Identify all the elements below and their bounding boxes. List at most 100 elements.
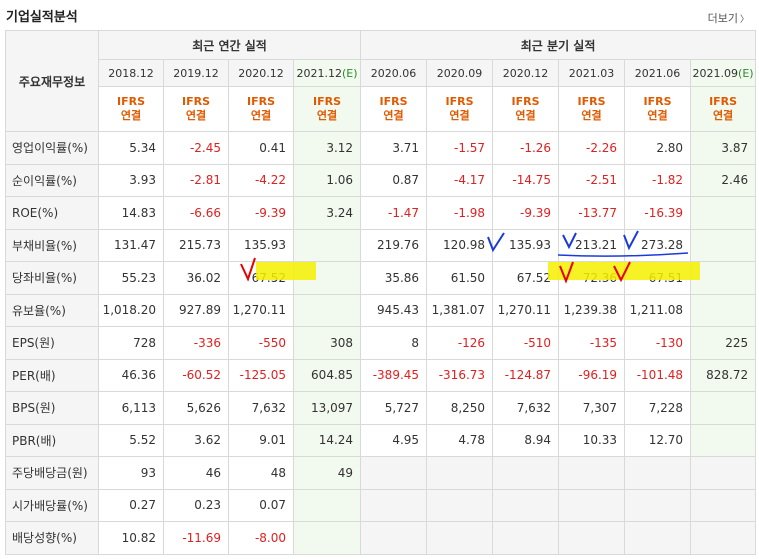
value-cell [292, 488, 362, 522]
value-cell: 3.93 [98, 163, 164, 197]
value-cell: -135 [558, 326, 626, 360]
period-header: 2021.09(E) [690, 59, 757, 87]
value-cell: 5.52 [98, 423, 164, 457]
value-cell [492, 456, 560, 490]
ifrs-badge: IFRS 연결 [558, 86, 626, 132]
value-cell [426, 488, 494, 522]
value-cell: 8,250 [426, 391, 494, 425]
value-cell: 14.83 [98, 196, 164, 230]
metric-label: 배당성향(%) [5, 521, 99, 555]
ifrs-label: IFRS [577, 95, 606, 108]
value-cell [624, 488, 692, 522]
consolidated-label: 연결 [581, 109, 602, 122]
value-cell: 61.50 [426, 261, 494, 295]
consolidated-label: 연결 [250, 109, 272, 122]
value-cell [690, 293, 757, 327]
value-cell [292, 293, 362, 327]
metric-label: 주당배당금(원) [5, 456, 99, 490]
value-cell: 8 [360, 326, 428, 360]
value-cell: -4.22 [228, 163, 294, 197]
value-cell: 927.89 [163, 293, 229, 327]
table-row: 배당성향(%) 10.82 -11.69 -8.00 [5, 521, 757, 555]
value-cell: -4.17 [426, 163, 494, 197]
period-label: 2021.09 [692, 66, 739, 80]
period-label: 2020.12 [502, 66, 549, 80]
period-header: 2021.12(E) [292, 59, 362, 87]
value-cell: -14.75 [492, 163, 560, 197]
quarterly-group-header: 최근 분기 실적 [360, 30, 757, 60]
value-cell: 13,097 [292, 391, 362, 425]
table-row: EPS(원) 728 -336 -550 308 8 -126 -510 -135 -130 225 [5, 326, 757, 360]
ifrs-label: IFRS [379, 95, 408, 108]
value-cell: -1.57 [426, 131, 494, 165]
value-cell: -1.98 [426, 196, 494, 230]
value-cell: -389.45 [360, 358, 428, 392]
value-cell: 1,018.20 [98, 293, 164, 327]
table-row: 순이익률(%) 3.93 -2.81 -4.22 1.06 0.87 -4.17 -14.75… [5, 163, 757, 197]
annual-group-header: 최근 연간 실적 [97, 30, 362, 60]
value-cell [690, 456, 757, 490]
value-cell [360, 488, 428, 522]
value-cell [292, 228, 362, 262]
value-cell: 1,211.08 [624, 293, 692, 327]
value-cell: 828.72 [690, 358, 757, 392]
ifrs-label: IFRS [247, 95, 275, 108]
value-cell: -125.05 [228, 358, 294, 392]
metric-label: 유보율(%) [5, 293, 99, 327]
period-header: 2020.06 [360, 59, 428, 87]
value-cell: 0.87 [360, 163, 428, 197]
value-cell: 12.70 [624, 423, 692, 457]
table-row: ROE(%) 14.83 -6.66 -9.39 3.24 -1.47 -1.98 -9.39… [5, 196, 757, 230]
consolidated-label: 연결 [712, 109, 734, 122]
value-cell: 945.43 [360, 293, 428, 327]
ifrs-label: IFRS [643, 95, 672, 108]
value-cell: 7,632 [492, 391, 560, 425]
consolidated-label: 연결 [185, 109, 207, 122]
ifrs-label: IFRS [182, 95, 210, 108]
value-cell: 3.87 [690, 131, 757, 165]
value-cell [292, 261, 362, 295]
section-title: 기업실적분석 [6, 10, 78, 25]
ifrs-badge: IFRS 연결 [98, 86, 164, 132]
value-cell: 67.52 [492, 261, 560, 295]
value-cell: 36.02 [163, 261, 229, 295]
value-cell: 131.47 [98, 228, 164, 262]
value-cell: 49 [292, 456, 362, 490]
value-cell [558, 456, 626, 490]
period-label: 2019.12 [173, 66, 219, 80]
more-link[interactable]: 더보기 〉 [708, 10, 749, 26]
value-cell [690, 228, 757, 262]
metric-label: 시가배당률(%) [5, 488, 99, 522]
value-cell [426, 456, 494, 490]
period-header: 2021.03 [558, 59, 626, 87]
consolidated-label: 연결 [647, 109, 668, 122]
consolidated-label: 연결 [383, 109, 404, 122]
ifrs-badge: IFRS 연결 [228, 86, 294, 132]
value-cell: -6.66 [163, 196, 229, 230]
value-cell: 7,228 [624, 391, 692, 425]
value-cell: -336 [163, 326, 229, 360]
metric-label: BPS(원) [5, 391, 99, 425]
consolidated-label: 연결 [120, 109, 142, 122]
value-cell: 0.07 [228, 488, 294, 522]
value-cell [426, 521, 494, 555]
value-cell [690, 261, 757, 295]
metric-label: 당좌비율(%) [5, 261, 99, 295]
value-cell: 225 [690, 326, 757, 360]
value-cell: 219.76 [360, 228, 428, 262]
period-header: 2019.12 [163, 59, 229, 87]
value-cell: 1,381.07 [426, 293, 494, 327]
value-cell: 67.51 [624, 261, 692, 295]
value-cell: 1,270.11 [228, 293, 294, 327]
value-cell: 728 [98, 326, 164, 360]
value-cell [690, 423, 757, 457]
value-cell: 1.06 [292, 163, 362, 197]
label-column-header: 주요재무정보 [5, 30, 99, 132]
period-label: 2020.06 [370, 66, 417, 80]
period-header: 2018.12 [98, 59, 164, 87]
value-cell: 273.28 [624, 228, 692, 262]
value-cell: -9.39 [228, 196, 294, 230]
value-cell: 0.23 [163, 488, 229, 522]
value-cell: 5.34 [98, 131, 164, 165]
value-cell: 48 [228, 456, 294, 490]
